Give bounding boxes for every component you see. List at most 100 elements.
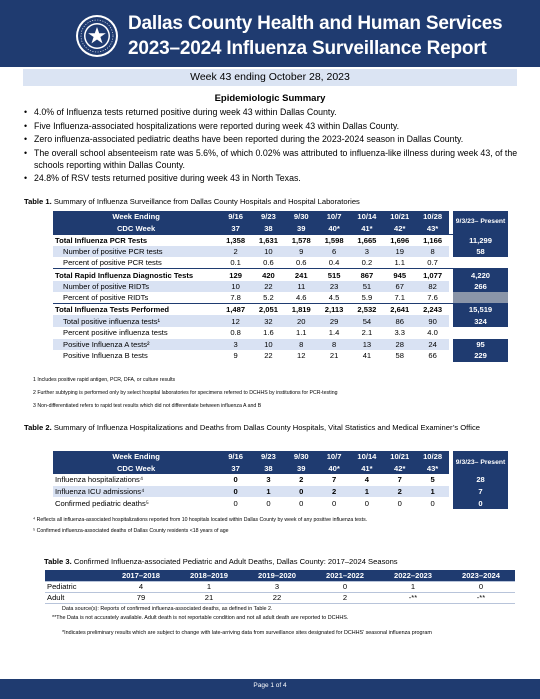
cell-value: 79 xyxy=(107,592,175,604)
table-row: Percent of positive RIDTs 7.8 5.2 4.6 4.5 5.9… xyxy=(53,292,508,304)
table-row: Influenza ICU admissions⁴ 0 1 0 2 1 2 1 7 xyxy=(53,485,508,498)
cell-value: 0 xyxy=(219,485,253,498)
cell-value: 0 xyxy=(233,475,238,485)
season-total: 95 xyxy=(453,338,508,351)
cell-value: 21 xyxy=(329,351,339,361)
cell-value: 2 xyxy=(317,485,351,498)
row-label: Influenza ICU admissions⁴ xyxy=(53,485,220,498)
cell-value: 2 xyxy=(299,475,304,485)
column-spacer xyxy=(448,233,454,246)
cell-value: 7 xyxy=(397,475,402,485)
column-spacer xyxy=(448,315,454,327)
cell-value: 1.1 xyxy=(295,328,307,338)
cell-value: 8 xyxy=(317,338,351,351)
season-header: 2018–2019 xyxy=(175,570,243,582)
cdc-week: 41* xyxy=(350,222,384,235)
table-row: Confirmed pediatric deaths⁵ 0 0 0 0 0 0 0 0 xyxy=(53,497,508,509)
cell-value: 0 xyxy=(266,498,271,508)
cell-value: 1.6 xyxy=(263,328,274,338)
column-spacer xyxy=(448,211,454,223)
cell-value: 0 xyxy=(284,485,318,498)
cell-value: 66 xyxy=(428,351,437,361)
week-header: 9/23 xyxy=(252,451,285,463)
cell-value: 1.1 xyxy=(394,258,406,268)
row-label: Total positive influenza tests¹ xyxy=(53,315,220,327)
cell-value: 82 xyxy=(416,280,449,293)
table-row: Number of positive PCR tests 2 10 9 6 3 19 8 58 xyxy=(53,245,508,258)
cell-value: 54 xyxy=(350,315,384,327)
cell-value: 2,641 xyxy=(383,303,417,316)
cell-value: 90 xyxy=(416,315,449,327)
cell-value: 23 xyxy=(317,280,351,293)
cell-value: 1 xyxy=(350,485,384,498)
cell-value: 0.2 xyxy=(361,258,373,268)
season-total: 0 xyxy=(453,497,508,509)
cell-value: 58 xyxy=(395,351,404,361)
table-row: Positive Influenza B tests 9 22 12 21 41 58 66 2… xyxy=(53,350,508,362)
cell-value: 945 xyxy=(383,268,417,281)
cell-value: 3 xyxy=(350,245,384,258)
cell-value: -** xyxy=(447,592,515,604)
week-header: 9/16 xyxy=(219,451,253,463)
table-row: Influenza hospitalizations⁴ 0 3 2 7 4 7 5 28 xyxy=(53,474,508,486)
cell-value: 41 xyxy=(362,351,372,361)
cell-value: 0 xyxy=(299,498,304,508)
table1-caption-label: Table 1. xyxy=(24,197,52,206)
cell-value: 0.8 xyxy=(230,328,241,338)
cell-value: 1 xyxy=(252,485,285,498)
cell-value: 0 xyxy=(331,498,337,508)
week-header: 10/14 xyxy=(350,451,384,463)
cell-value: 420 xyxy=(252,268,285,281)
cell-value: 3 xyxy=(266,475,271,485)
cell-value: 1 xyxy=(416,485,449,498)
column-spacer xyxy=(448,326,454,339)
cell-value: 21 xyxy=(175,592,243,604)
report-title-line2: 2023–2024 Influenza Surveillance Report xyxy=(128,38,487,59)
table3-note: **The Data is not accurately available. … xyxy=(52,615,349,621)
cell-value: 1,819 xyxy=(284,303,318,316)
column-spacer xyxy=(448,338,454,351)
cell-value: 29 xyxy=(317,315,351,327)
row-label: Positive Influenza B tests xyxy=(63,351,148,361)
row-label: Influenza hospitalizations⁴ xyxy=(55,475,144,485)
summary-title: Epidemiologic Summary xyxy=(214,93,326,104)
column-spacer xyxy=(448,257,454,269)
season-total: 266 xyxy=(453,280,508,293)
cell-value: 67 xyxy=(383,280,417,293)
cell-value: 1,631 xyxy=(252,233,285,246)
cell-value: 0 xyxy=(397,498,402,508)
season-total: 28 xyxy=(453,474,508,486)
cdc-week-header: CDC Week xyxy=(53,222,220,235)
cell-value: 10 xyxy=(252,245,285,258)
cell-value: 7.1 xyxy=(394,293,406,303)
season-total: 4,220 xyxy=(453,268,508,281)
column-spacer xyxy=(448,222,454,235)
column-spacer xyxy=(448,268,454,281)
summary-bullet: The overall school absenteeism rate was … xyxy=(24,148,524,171)
column-spacer xyxy=(448,485,454,498)
table-row: Number of positive RIDTs 10 22 11 23 51 67 82 26… xyxy=(53,280,508,293)
cell-value: 1,166 xyxy=(416,233,449,246)
cell-value: 0.6 xyxy=(263,258,274,268)
table-row: Percent of positive PCR tests 0.1 0.6 0.6 0.… xyxy=(53,257,508,269)
cell-value: 0 xyxy=(447,581,515,593)
week-header: 9/30 xyxy=(284,211,318,223)
cell-value: 8 xyxy=(284,338,318,351)
cell-value: 4.5 xyxy=(328,293,340,303)
cdc-week: 38 xyxy=(252,222,285,235)
season-header: 2021–2022 xyxy=(311,570,379,582)
cell-value: 32 xyxy=(252,315,285,327)
cell-value: 1 xyxy=(175,581,243,593)
cell-value: 24 xyxy=(416,338,449,351)
season-header: 2023–2024 xyxy=(447,570,515,582)
cdc-week: 38 xyxy=(252,462,285,475)
row-label: Number of positive PCR tests xyxy=(53,245,220,258)
cell-value: 0 xyxy=(233,498,238,508)
week-header: 9/16 xyxy=(219,211,253,223)
table1-footnote: 2 Further subtyping is performed only by… xyxy=(33,390,338,396)
cdc-week: 40* xyxy=(317,462,351,475)
cell-value: 4.0 xyxy=(427,328,438,338)
cdc-week-header: CDC Week xyxy=(53,462,220,475)
cell-value: 13 xyxy=(350,338,384,351)
cell-value: 86 xyxy=(383,315,417,327)
